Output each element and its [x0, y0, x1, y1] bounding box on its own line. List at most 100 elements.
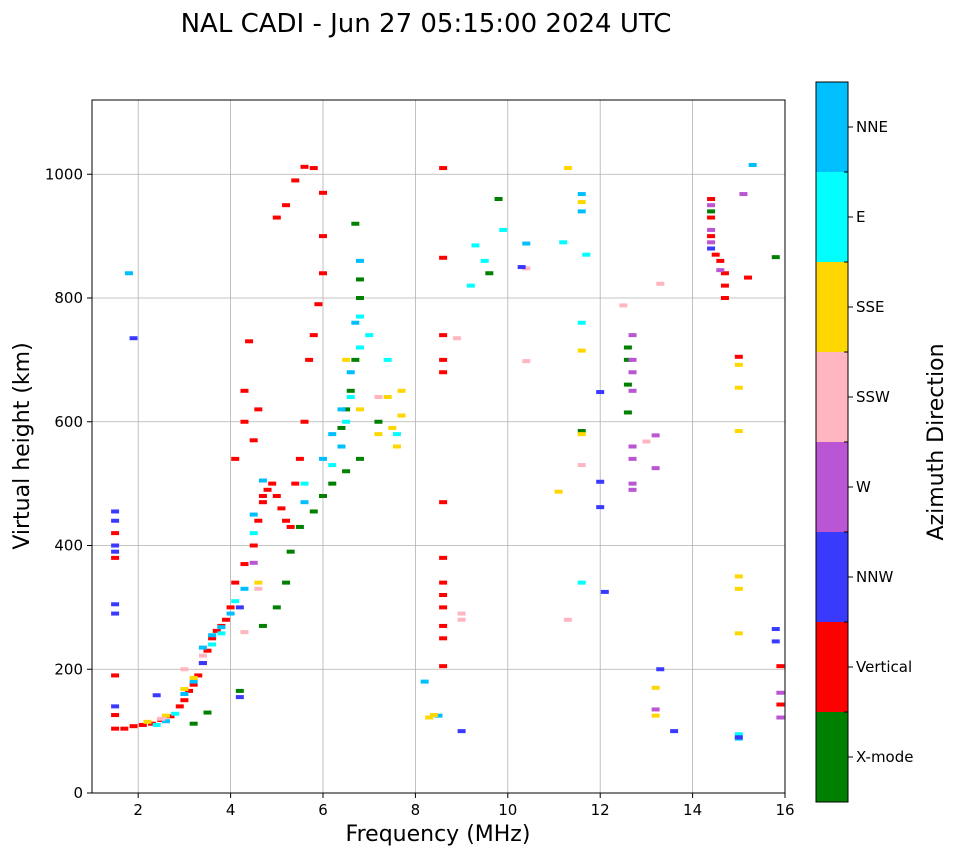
- data-point: [194, 673, 203, 678]
- data-point: [295, 524, 304, 529]
- data-point: [392, 444, 401, 449]
- colorbar-swatch: [816, 442, 848, 532]
- data-point: [111, 531, 120, 536]
- data-point: [282, 203, 291, 208]
- data-point: [235, 688, 244, 693]
- data-point: [258, 623, 267, 628]
- data-point: [328, 463, 337, 468]
- data-point: [471, 243, 480, 248]
- y-tick-label: 200: [54, 660, 83, 678]
- data-point: [189, 675, 198, 680]
- colorbar-swatch: [816, 352, 848, 442]
- data-point: [249, 560, 258, 565]
- data-point: [425, 715, 434, 720]
- x-axis-ticks: 2 4 6 8 10 12 14 16: [133, 793, 795, 819]
- data-point: [111, 518, 120, 523]
- data-point: [554, 489, 563, 494]
- data-point: [707, 234, 716, 239]
- data-point: [711, 252, 720, 257]
- x-tick-label: 12: [591, 801, 610, 819]
- data-point: [240, 630, 249, 635]
- data-point: [577, 209, 586, 214]
- chart-title: NAL CADI - Jun 27 05:15:00 2024 UTC: [181, 9, 672, 39]
- data-point: [300, 481, 309, 486]
- data-point: [305, 357, 314, 362]
- data-point: [300, 500, 309, 505]
- data-point: [342, 419, 351, 424]
- data-point: [397, 413, 406, 418]
- data-point: [198, 661, 207, 666]
- axes-frame: [91, 99, 786, 794]
- data-point: [286, 524, 295, 529]
- data-point: [480, 258, 489, 263]
- data-point: [439, 605, 448, 610]
- data-point: [300, 419, 309, 424]
- data-point: [716, 268, 725, 273]
- data-point: [429, 713, 438, 718]
- data-point: [457, 611, 466, 616]
- y-tick-label: 400: [54, 537, 83, 555]
- data-point: [439, 357, 448, 362]
- data-point: [439, 636, 448, 641]
- data-point: [392, 432, 401, 437]
- data-point: [342, 407, 351, 412]
- data-point: [258, 500, 267, 505]
- data-point: [623, 357, 632, 362]
- data-point: [161, 719, 170, 724]
- data-point: [776, 715, 785, 720]
- data-point: [203, 710, 212, 715]
- series-ssw: [157, 266, 665, 721]
- colorbar-label-item: NNW: [856, 568, 893, 586]
- data-point: [152, 722, 161, 727]
- data-point: [720, 271, 729, 276]
- data-point: [439, 580, 448, 585]
- data-point: [124, 271, 133, 276]
- data-point: [374, 395, 383, 399]
- data-point: [485, 271, 494, 276]
- data-point: [744, 275, 753, 280]
- data-point: [309, 333, 318, 338]
- data-point: [577, 348, 586, 353]
- colorbar-label-item: X-mode: [856, 748, 913, 766]
- data-point: [295, 456, 304, 461]
- data-point: [734, 732, 743, 737]
- data-point: [734, 735, 743, 740]
- data-point: [355, 456, 364, 461]
- data-point: [319, 271, 327, 276]
- x-tick-label: 16: [775, 801, 794, 819]
- series-sse: [143, 166, 743, 724]
- data-point: [309, 509, 318, 514]
- data-point: [355, 345, 364, 350]
- data-point: [771, 627, 780, 632]
- data-point: [457, 617, 466, 622]
- data-point: [739, 192, 748, 197]
- series-x-mode: [189, 197, 780, 726]
- series-w: [249, 192, 785, 720]
- x-tick-label: 10: [498, 801, 517, 819]
- series-vertical: [111, 164, 785, 731]
- data-point: [707, 227, 716, 232]
- data-point: [254, 580, 263, 585]
- data-point: [235, 605, 244, 610]
- data-point: [457, 729, 466, 734]
- data-point: [577, 580, 586, 585]
- data-point: [291, 481, 300, 486]
- data-point: [623, 410, 632, 415]
- data-point: [111, 704, 120, 709]
- data-point: [439, 370, 448, 375]
- data-point: [245, 339, 254, 344]
- data-point: [240, 419, 249, 424]
- data-point: [328, 432, 337, 437]
- data-point: [249, 543, 258, 548]
- data-point: [452, 336, 461, 341]
- data-point: [466, 283, 475, 288]
- data-point: [171, 711, 180, 716]
- colorbar-swatch: [816, 172, 848, 262]
- data-point: [656, 667, 665, 672]
- data-point: [355, 277, 364, 282]
- data-point: [185, 688, 194, 693]
- data-point: [522, 359, 531, 364]
- series-nnw: [111, 246, 780, 740]
- data-point: [111, 726, 120, 731]
